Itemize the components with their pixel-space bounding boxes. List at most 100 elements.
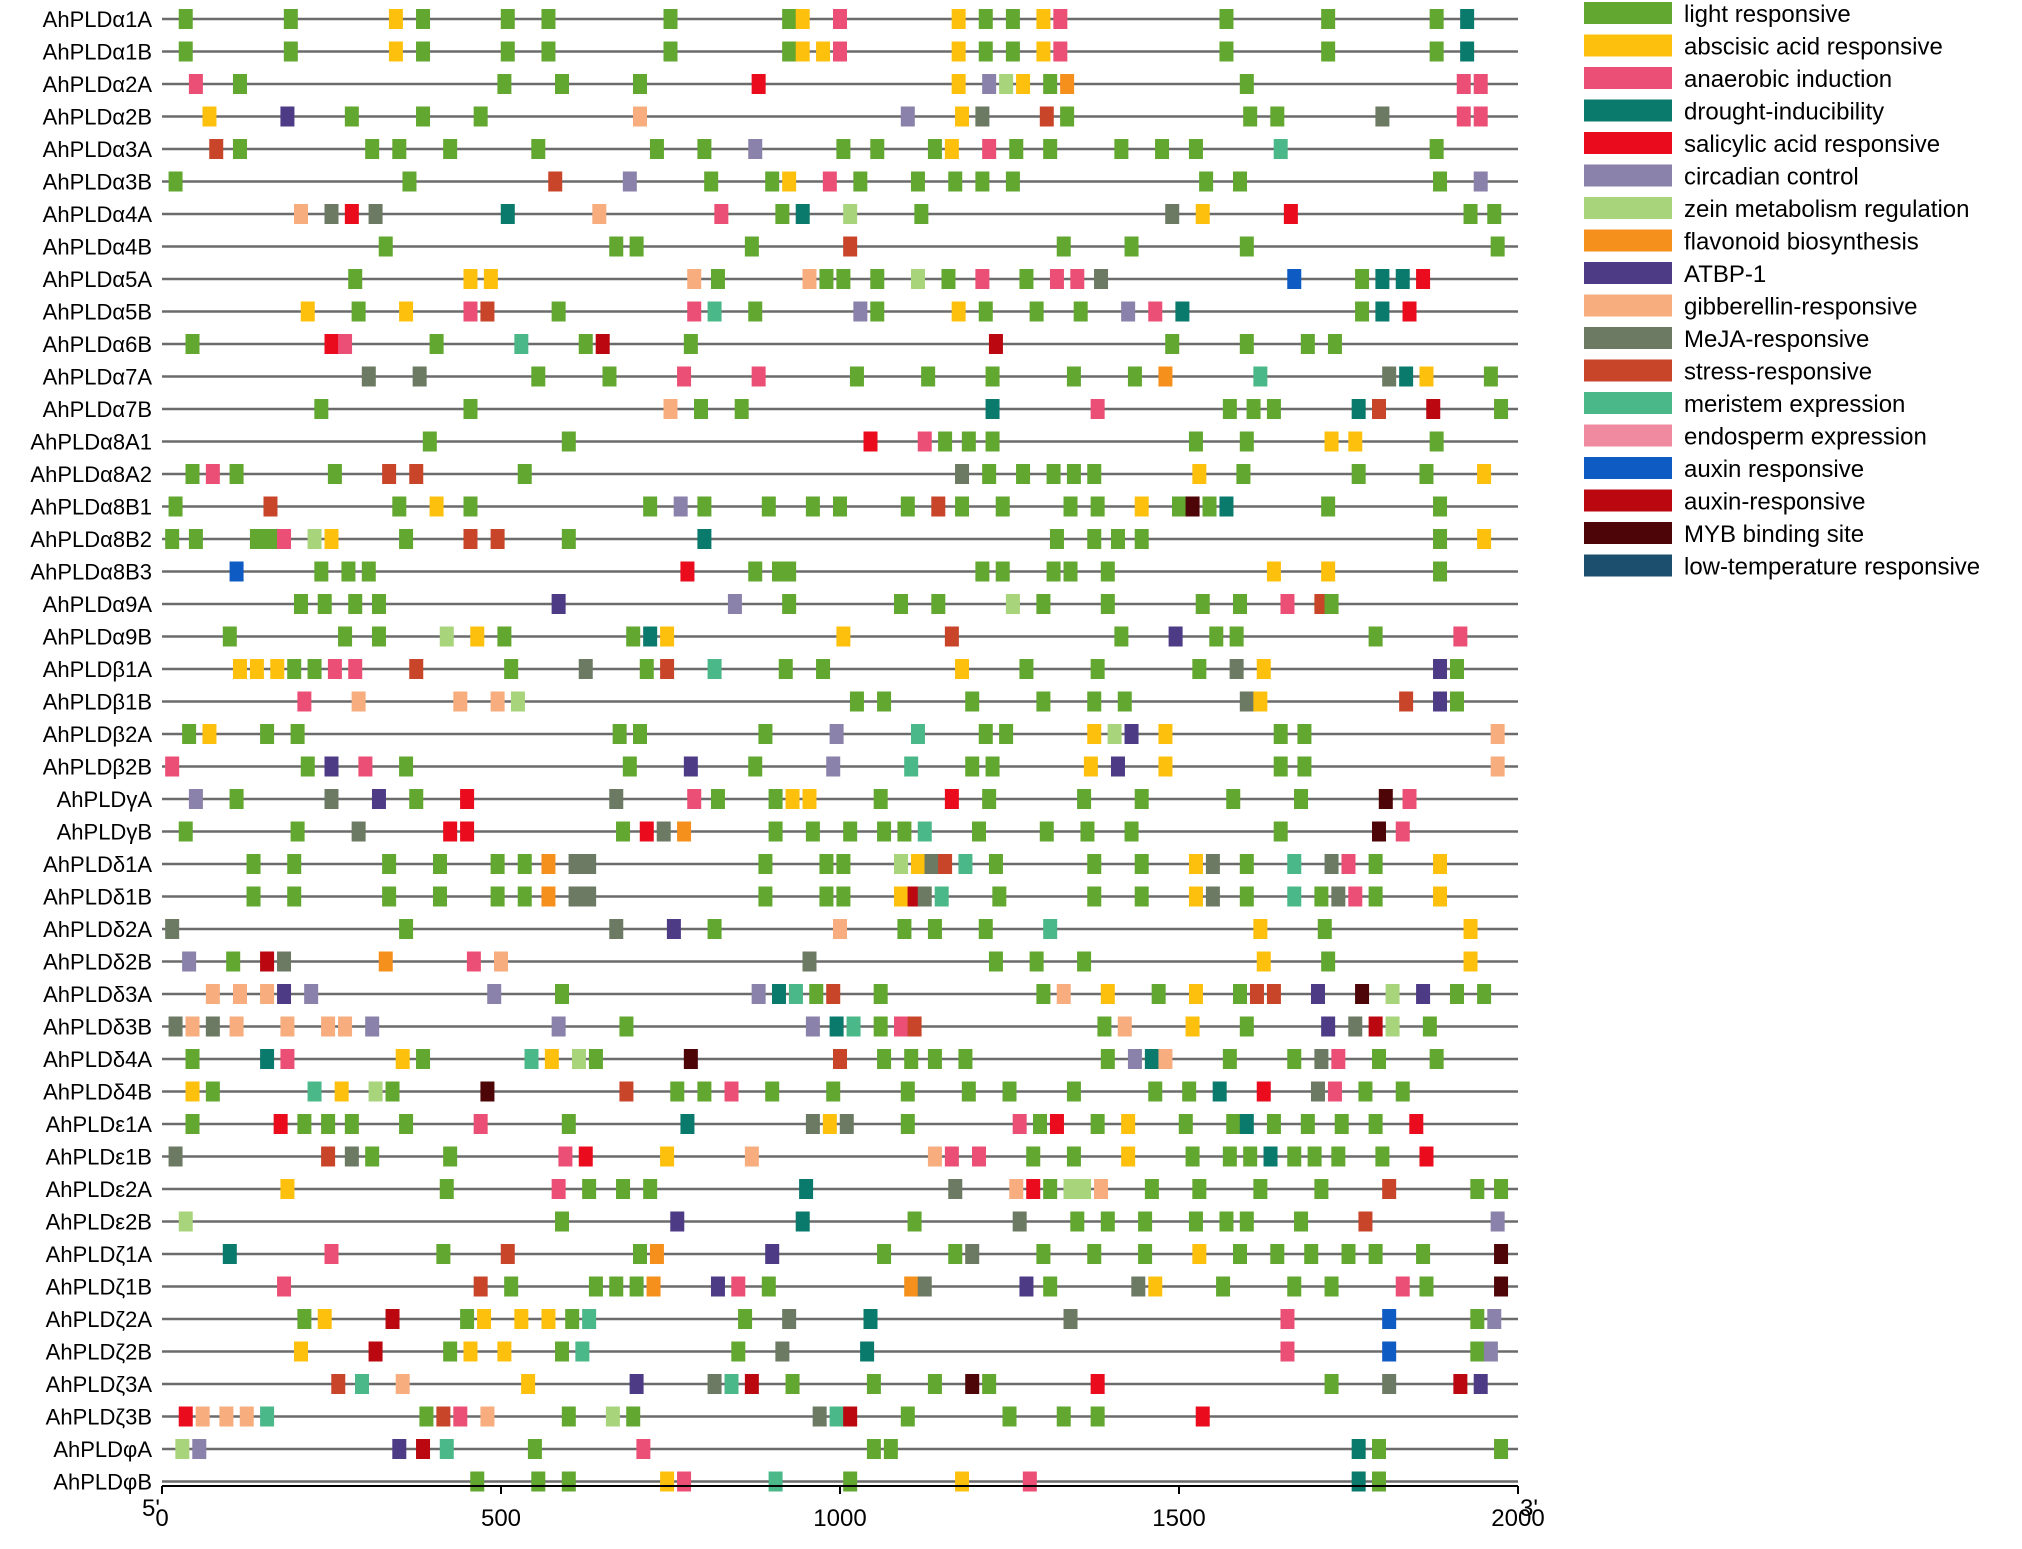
element-mark (399, 529, 414, 549)
legend-item: salicylic acid responsive (1584, 131, 1940, 158)
element-mark (1287, 269, 1302, 289)
element-mark (833, 919, 847, 939)
element-mark (178, 9, 193, 29)
gene-row: AhPLDα8A2 (30, 462, 1518, 487)
element-mark (571, 1049, 586, 1069)
element-mark (914, 204, 929, 224)
element-mark (1043, 919, 1058, 939)
element-mark (1185, 496, 1200, 517)
element-mark (877, 691, 892, 712)
element-mark (649, 1244, 664, 1264)
element-mark (839, 1114, 854, 1134)
element-mark (646, 1276, 661, 1297)
element-mark (402, 171, 417, 192)
element-mark (927, 139, 942, 159)
element-mark (314, 561, 329, 582)
gene-row: AhPLDα4B (43, 235, 1518, 260)
element-mark (541, 1309, 556, 1329)
element-mark (965, 1374, 980, 1394)
element-mark (731, 1276, 746, 1297)
element-mark (280, 1016, 295, 1037)
element-mark (917, 431, 932, 452)
element-mark (619, 1016, 634, 1037)
element-mark (1239, 1211, 1254, 1232)
element-mark (1019, 1276, 1034, 1297)
element-mark (1477, 984, 1492, 1004)
x-tick-label: 1000 (813, 1505, 866, 1532)
element-mark (1127, 366, 1142, 387)
element-mark (1409, 1114, 1424, 1134)
legend-label: gibberellin-responsive (1684, 294, 1917, 321)
element-mark (927, 919, 942, 939)
element-mark (297, 1114, 312, 1134)
element-mark (280, 106, 295, 127)
legend-label: zein metabolism regulation (1684, 196, 1969, 223)
element-mark (978, 301, 993, 322)
element-mark (1144, 1049, 1159, 1069)
element-mark (1066, 1081, 1081, 1102)
element-mark (260, 951, 275, 972)
element-mark (1433, 854, 1448, 874)
element-mark (782, 1309, 797, 1329)
element-mark (324, 789, 339, 809)
element-mark (1327, 1081, 1342, 1102)
gene-label: AhPLDα8A2 (30, 462, 152, 487)
gene-row: AhPLDδ4A (43, 1047, 1518, 1072)
element-mark (761, 496, 776, 517)
element-mark (351, 821, 366, 842)
element-mark (1009, 139, 1024, 159)
element-mark (578, 334, 593, 354)
element-mark (616, 1179, 631, 1199)
element-mark (1077, 789, 1092, 809)
element-mark (1158, 366, 1173, 387)
element-mark (551, 1179, 566, 1199)
element-mark (382, 886, 397, 907)
element-mark (300, 301, 315, 322)
element-mark (1043, 139, 1058, 159)
element-mark (460, 789, 475, 809)
gene-row: AhPLDα8B2 (30, 527, 1518, 552)
element-mark (277, 1276, 292, 1297)
element-mark (260, 1406, 275, 1427)
element-mark (843, 821, 858, 842)
x-tick-label: 0 (155, 1505, 168, 1532)
element-mark (283, 41, 298, 62)
element-mark (609, 789, 624, 809)
gene-label: AhPLDα2A (43, 72, 153, 97)
element-mark (1324, 1276, 1339, 1297)
element-mark (999, 724, 1014, 744)
element-mark (1416, 984, 1431, 1004)
element-mark (473, 1276, 488, 1297)
element-mark (1060, 106, 1075, 127)
element-mark (1280, 1341, 1295, 1362)
element-mark (541, 41, 556, 62)
element-mark (1131, 1276, 1146, 1297)
element-mark (1355, 301, 1370, 322)
element-mark (758, 724, 773, 744)
element-mark (1229, 659, 1244, 679)
element-mark (1477, 529, 1492, 549)
element-mark (1433, 171, 1448, 192)
element-mark (697, 1081, 712, 1102)
gene-label: AhPLDα2B (43, 105, 152, 130)
element-mark (1029, 951, 1044, 972)
element-mark (483, 269, 498, 289)
element-mark (1100, 984, 1115, 1004)
gene-label: AhPLDδ2B (43, 950, 152, 975)
element-mark (836, 886, 851, 907)
element-mark (1324, 854, 1339, 874)
element-mark (765, 1244, 780, 1264)
element-mark (1155, 139, 1170, 159)
element-mark (1087, 854, 1102, 874)
element-mark (900, 496, 915, 517)
element-mark (1385, 1016, 1400, 1037)
element-mark (263, 529, 278, 549)
element-mark (1372, 821, 1387, 842)
element-mark (731, 1341, 746, 1362)
element-mark (1087, 1244, 1102, 1264)
element-mark (1321, 496, 1336, 517)
element-mark (663, 399, 678, 419)
element-mark (660, 1471, 675, 1492)
element-mark (771, 984, 786, 1004)
